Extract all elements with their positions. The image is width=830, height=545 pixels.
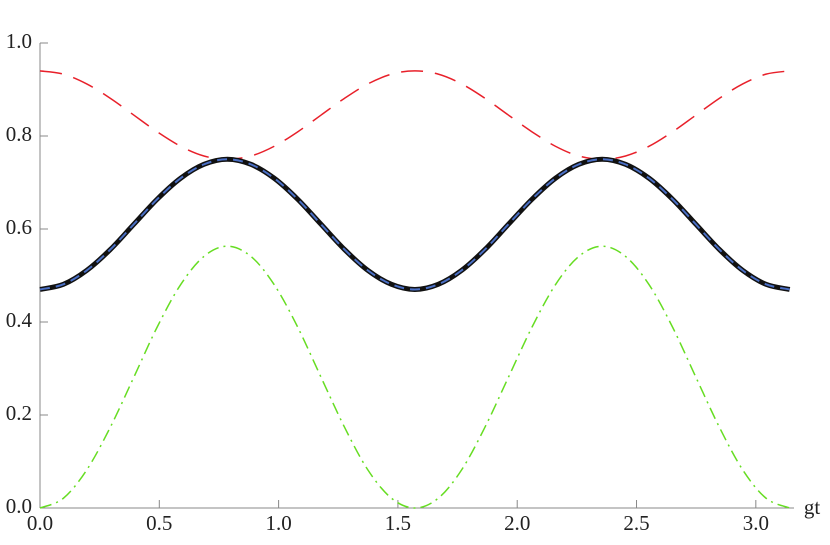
series-line [39,70,790,161]
y-tick-label: 0.8 [6,122,32,146]
series-line [39,156,791,292]
series-line [39,245,790,509]
y-tick-label: 0.2 [6,401,32,425]
x-tick-label: 2.5 [623,511,649,535]
y-tick-label: 1.0 [6,29,32,53]
y-tick-label: 0.0 [6,494,32,518]
x-tick-label: 2.0 [504,511,530,535]
y-tick-label: 0.4 [6,308,33,332]
series-line [39,158,790,291]
x-tick-label: 1.0 [265,511,291,535]
x-tick-label: 0.0 [27,511,53,535]
x-tick-label: 3.0 [743,511,769,535]
x-tick-label: 0.5 [146,511,172,535]
y-tick-label: 0.6 [6,215,32,239]
x-tick-label: 1.5 [385,511,411,535]
x-axis-label: gt [804,495,821,519]
